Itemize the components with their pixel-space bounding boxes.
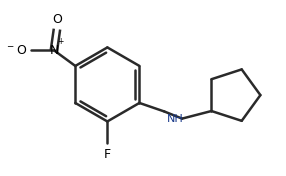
Text: N: N [49, 44, 59, 57]
Text: O: O [52, 13, 62, 26]
Text: $^-$O: $^-$O [5, 44, 27, 57]
Text: NH: NH [167, 114, 184, 124]
Text: $^+$: $^+$ [56, 37, 66, 47]
Text: F: F [104, 148, 111, 161]
